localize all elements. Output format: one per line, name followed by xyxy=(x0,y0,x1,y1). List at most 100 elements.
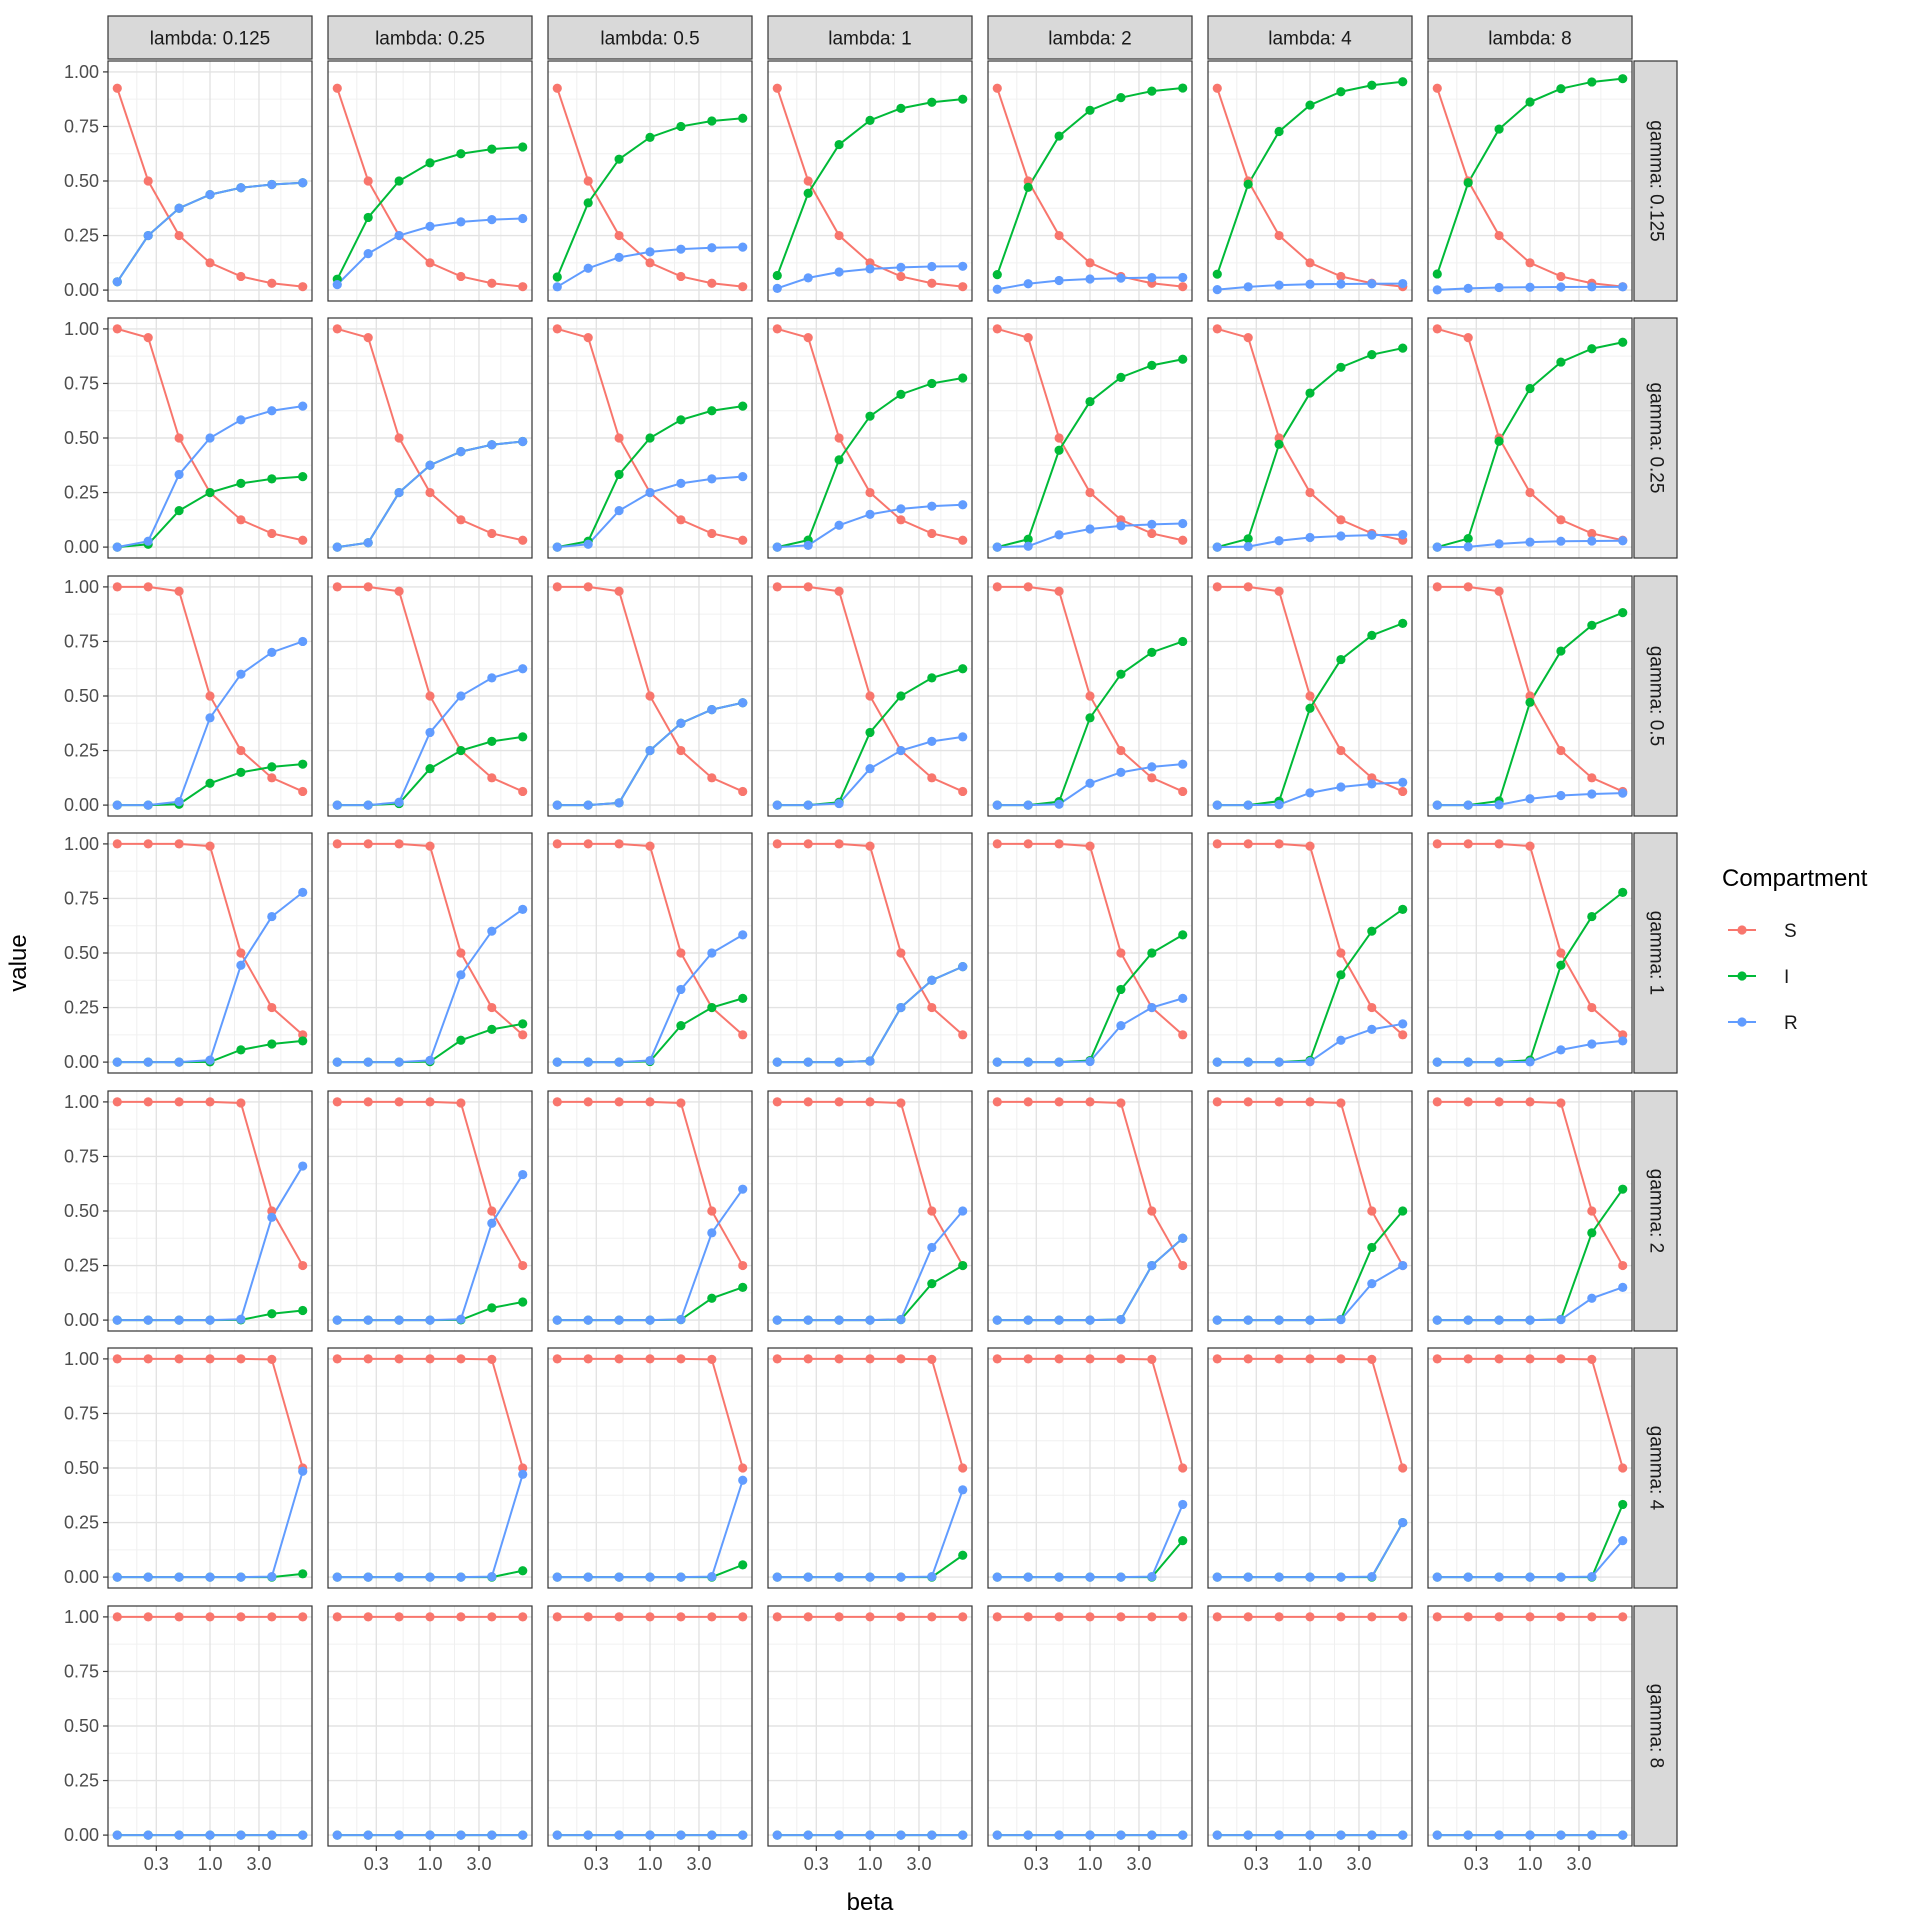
data-point-R xyxy=(1367,1279,1377,1289)
panel-border xyxy=(547,575,753,817)
data-point-I xyxy=(174,506,184,516)
data-point-R xyxy=(174,1572,184,1582)
data-point-R xyxy=(1367,279,1377,289)
data-point-S xyxy=(1336,1612,1346,1622)
data-point-R xyxy=(518,904,528,914)
data-point-R xyxy=(992,1315,1002,1325)
data-point-R xyxy=(1212,285,1222,295)
data-point-R xyxy=(676,1572,686,1582)
data-point-S xyxy=(1116,1098,1126,1108)
panel-border xyxy=(1427,317,1633,559)
data-point-I xyxy=(236,1045,246,1055)
data-point-S xyxy=(583,582,593,592)
data-point-S xyxy=(1618,1612,1628,1622)
data-point-R xyxy=(1212,1315,1222,1325)
data-point-I xyxy=(1085,105,1095,115)
column-strip xyxy=(107,15,313,60)
data-point-R xyxy=(1305,279,1315,289)
y-tick-label: 1.00 xyxy=(64,577,99,597)
data-point-R xyxy=(487,1830,497,1840)
data-point-R xyxy=(236,1314,246,1324)
data-point-S xyxy=(487,1612,497,1622)
data-point-I xyxy=(1305,703,1315,713)
panel-border xyxy=(1207,317,1413,559)
data-point-I xyxy=(1147,86,1157,96)
data-point-S xyxy=(803,333,813,343)
data-point-R xyxy=(552,1830,562,1840)
y-tick-label: 1.00 xyxy=(64,1092,99,1112)
data-point-S xyxy=(834,586,844,596)
data-point-S xyxy=(1212,839,1222,849)
data-point-R xyxy=(1556,1830,1566,1840)
data-point-R xyxy=(645,1830,655,1840)
data-point-S xyxy=(298,282,308,292)
data-point-R xyxy=(487,673,497,683)
legend-label-R: R xyxy=(1784,1013,1798,1034)
data-point-R xyxy=(1054,1572,1064,1582)
data-point-S xyxy=(456,1612,466,1622)
data-point-I xyxy=(1398,77,1408,87)
data-point-S xyxy=(1305,487,1315,498)
data-point-R xyxy=(1556,1315,1566,1325)
data-point-R xyxy=(645,1572,655,1582)
data-point-R xyxy=(1305,788,1315,798)
data-point-S xyxy=(298,535,308,545)
data-point-R xyxy=(112,1315,122,1325)
data-point-R xyxy=(992,1572,1002,1582)
data-point-I xyxy=(865,411,875,421)
data-point-S xyxy=(456,515,466,525)
data-point-R xyxy=(298,401,308,411)
data-point-S xyxy=(865,691,875,701)
data-point-I xyxy=(865,727,875,738)
data-point-R xyxy=(1023,1057,1033,1067)
data-point-R xyxy=(1618,1830,1628,1840)
legend-title: Compartment xyxy=(1722,865,1868,892)
data-point-S xyxy=(1054,1354,1064,1364)
data-point-S xyxy=(1432,1354,1442,1364)
data-point-R xyxy=(927,1242,937,1253)
data-point-S xyxy=(394,839,404,849)
data-point-S xyxy=(267,1002,277,1013)
data-point-S xyxy=(896,1612,906,1622)
data-point-I xyxy=(1556,357,1566,367)
data-point-S xyxy=(1336,1098,1346,1108)
data-point-I xyxy=(927,673,937,683)
data-point-S xyxy=(552,1354,562,1364)
data-point-S xyxy=(865,841,875,851)
data-point-R xyxy=(1556,536,1566,546)
data-point-S xyxy=(552,324,562,334)
data-point-S xyxy=(583,1097,593,1107)
data-point-R xyxy=(267,911,277,922)
data-point-S xyxy=(803,176,813,186)
data-point-S xyxy=(927,773,937,783)
data-point-S xyxy=(865,1612,875,1622)
data-point-S xyxy=(927,1002,937,1013)
data-point-S xyxy=(456,1098,466,1108)
data-point-I xyxy=(298,1305,308,1316)
data-point-S xyxy=(205,691,215,701)
data-point-S xyxy=(645,258,655,268)
data-point-R xyxy=(1147,1002,1157,1013)
data-point-I xyxy=(1367,630,1377,640)
x-tick-label: 0.3 xyxy=(144,1854,169,1874)
data-point-S xyxy=(1054,839,1064,849)
data-point-R xyxy=(1085,1572,1095,1582)
data-point-S xyxy=(1116,948,1126,958)
data-point-S xyxy=(1085,1354,1095,1364)
data-point-R xyxy=(1054,530,1064,540)
data-point-R xyxy=(1618,1282,1628,1292)
data-point-S xyxy=(583,1612,593,1622)
panel-border xyxy=(327,317,533,559)
y-tick-label: 1.00 xyxy=(64,319,99,339)
x-tick-label: 1.0 xyxy=(857,1854,882,1874)
data-point-R xyxy=(865,1830,875,1840)
data-point-S xyxy=(1274,586,1284,596)
data-point-I xyxy=(298,1036,308,1046)
data-point-S xyxy=(363,1612,373,1622)
data-point-S xyxy=(1367,1002,1377,1013)
data-point-S xyxy=(1212,1354,1222,1364)
data-point-R xyxy=(772,1315,782,1325)
row-strip-label: gamma: 0.125 xyxy=(1645,120,1666,241)
data-point-R xyxy=(896,1314,906,1325)
